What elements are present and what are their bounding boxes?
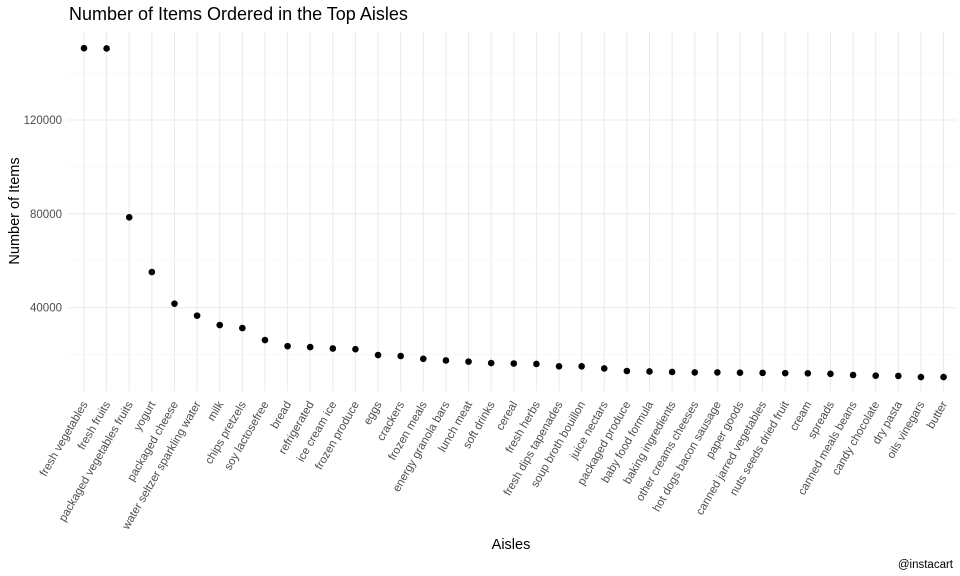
data-point [442, 357, 450, 364]
data-point [397, 352, 404, 360]
data-point [781, 369, 789, 377]
data-point [374, 351, 382, 359]
data-point [284, 342, 291, 350]
data-point [352, 345, 359, 353]
x-tick-label: eggs [362, 399, 385, 427]
data-point [940, 373, 947, 381]
x-axis-title: Aisles [492, 537, 531, 553]
x-tick-label: butter [925, 399, 950, 431]
data-point [171, 300, 178, 307]
chart-caption: @instacart [898, 559, 954, 571]
chart-title: Number of Items Ordered in the Top Aisle… [69, 4, 408, 24]
data-point [668, 368, 676, 376]
data-point [759, 369, 766, 377]
data-point [849, 371, 857, 379]
y-axis-ticks: 40000 80000 120000 [24, 115, 62, 315]
data-point [216, 321, 224, 329]
data-point [103, 45, 110, 52]
data-point [125, 214, 133, 221]
data-point [193, 312, 201, 319]
data-point [261, 336, 269, 344]
data-point [736, 369, 744, 376]
data-point [420, 355, 427, 363]
data-point [623, 367, 631, 375]
data-point [80, 44, 88, 52]
data-point [239, 324, 246, 332]
data-point [872, 372, 879, 379]
data-point [533, 360, 540, 368]
data-point [691, 369, 699, 376]
data-points [80, 44, 947, 381]
data-point [578, 363, 585, 370]
data-point [827, 370, 834, 378]
y-axis-title: Number of Items [7, 157, 23, 264]
data-point [148, 268, 156, 276]
y-tick-label: 80000 [30, 209, 62, 221]
data-point [487, 359, 495, 367]
data-point [917, 373, 925, 381]
data-point [714, 369, 721, 376]
data-point [804, 370, 812, 377]
y-tick-label: 40000 [30, 303, 62, 315]
data-point [465, 358, 472, 365]
data-point [510, 360, 518, 367]
data-point [306, 343, 314, 351]
data-point [895, 372, 902, 380]
data-point [555, 363, 563, 370]
grid [68, 31, 956, 391]
data-point [329, 345, 337, 352]
y-tick-label: 120000 [24, 115, 62, 127]
data-point [600, 365, 608, 372]
x-tick-label: milk [206, 399, 227, 423]
data-point [646, 368, 653, 375]
